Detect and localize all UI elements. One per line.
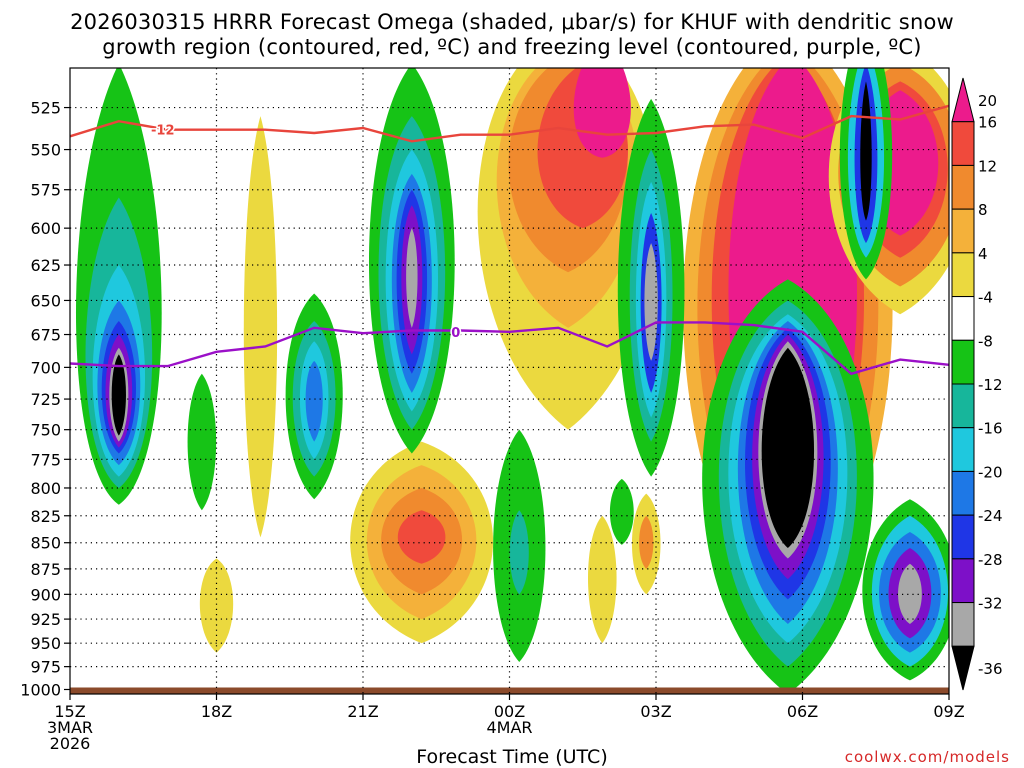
ascent-05z-level-7 [761, 347, 815, 549]
colorbar-segment-2 [951, 164, 975, 210]
colorbar-label--32: -32 [978, 595, 1003, 613]
descent-small-19z-level-0 [199, 558, 234, 653]
descent-small-02z-level-1 [639, 515, 654, 569]
colorbar-segment-1 [951, 121, 975, 166]
ascent-small-02z-level-0 [609, 478, 634, 545]
colorbar-segment-3 [951, 208, 975, 254]
x-axis-title: Forecast Time (UTC) [416, 746, 608, 768]
y-tick-label-900: 900 [30, 585, 61, 604]
y-tick-label-550: 550 [30, 141, 61, 160]
x-tick-sublabel-3MAR: 3MAR [46, 718, 94, 737]
colorbar-segment-4 [951, 252, 975, 298]
ground-strip [70, 687, 949, 694]
y-tick-label-725: 725 [30, 390, 61, 409]
y-tick-label-850: 850 [30, 534, 61, 553]
contour-lines: -12 0 [69, 104, 950, 376]
colorbar-segment-8 [951, 427, 975, 472]
colorbar-label--4: -4 [978, 289, 993, 307]
descent-small-11z-level-0 [587, 515, 617, 644]
x-tick-label-09Z: 09Z [933, 702, 965, 721]
y-tick-label-825: 825 [30, 507, 61, 526]
colorbar-segment-12 [951, 602, 975, 647]
y-tick-label-575: 575 [30, 181, 61, 200]
chart-title-line-1: 2026030315 HRRR Forecast Omega (shaded, … [70, 10, 954, 34]
y-tick-label-975: 975 [30, 658, 61, 677]
colorbar-segment-6 [951, 339, 975, 385]
x-tick-sublabel-2026: 2026 [49, 734, 91, 753]
x-tick-label-00Z: 00Z [493, 702, 526, 721]
ascent-22z-level-6 [406, 228, 418, 328]
freezing-level-contour [69, 321, 950, 376]
descent-thin-18z-level-0 [243, 116, 278, 538]
colorbar-label--20: -20 [978, 463, 1003, 481]
colorbar-segment-11 [951, 558, 975, 604]
colorbar-segment-5 [951, 296, 975, 341]
y-tick-label-625: 625 [30, 256, 61, 275]
y-tick-label-750: 750 [30, 421, 61, 440]
colorbar-label-20: 20 [978, 92, 997, 110]
ascent-15z-level-7 [111, 354, 126, 436]
y-tick-label-1000: 1000 [20, 680, 61, 699]
y-tick-label-775: 775 [30, 450, 61, 469]
ascent-18z-level-0 [187, 373, 217, 511]
x-tick-label-18Z: 18Z [200, 702, 233, 721]
colorbar-label--8: -8 [978, 332, 993, 350]
y-tick-label-700: 700 [30, 358, 61, 377]
colorbar-label--36: -36 [978, 660, 1003, 678]
colorbar-segment-13 [951, 645, 975, 691]
pressure-axis: 525 550 575 600 625 650 675 700 725 750 775 800 825 8… [20, 99, 950, 700]
y-tick-label-675: 675 [30, 326, 61, 345]
ascent-00z-level-1 [509, 510, 529, 595]
y-tick-label-875: 875 [30, 560, 61, 579]
colorbar-segment-10 [951, 514, 975, 560]
x-tick-label-21Z: 21Z [347, 702, 379, 721]
y-tick-label-525: 525 [30, 99, 61, 118]
y-tick-label-800: 800 [30, 479, 61, 498]
colorbar-segment-9 [951, 470, 975, 516]
credit-link[interactable]: coolwx.com/models [844, 748, 1010, 766]
colorbar-label--12: -12 [978, 376, 1003, 394]
descent-low-center-level-3 [397, 510, 446, 564]
chart-title-line-2: growth region (contoured, red, ºC) and f… [102, 35, 922, 59]
y-tick-label-925: 925 [30, 610, 61, 629]
colorbar-label--24: -24 [978, 507, 1003, 525]
colorbar-label-4: 4 [978, 245, 988, 263]
omega-shaded-field [76, 68, 949, 694]
y-tick-label-950: 950 [30, 634, 61, 653]
colorbar-label--16: -16 [978, 420, 1003, 438]
x-tick-label-03Z: 03Z [640, 702, 672, 721]
colorbar-legend: 20 16 12 8 4 -4 -8 -12 -16 -20 -24 -28 -32 -36 [951, 77, 1003, 691]
colorbar-label--28: -28 [978, 551, 1003, 569]
colorbar-segment-7 [951, 383, 975, 429]
dgz-contour-label: -12 [151, 124, 175, 139]
colorbar-label-8: 8 [978, 201, 988, 219]
ascent-03z-level-4 [644, 243, 658, 361]
dgz-minus12-contour [69, 104, 950, 143]
colorbar-segment-0 [951, 77, 975, 123]
x-tick-sublabel-4MAR: 4MAR [486, 718, 533, 737]
ground-surface [70, 687, 949, 694]
y-tick-label-650: 650 [30, 291, 61, 310]
ascent-20z-level-3 [305, 360, 323, 442]
descent-upper-center-level-4 [573, 68, 631, 158]
colorbar-label-12: 12 [978, 157, 997, 175]
grid-lines [70, 68, 949, 694]
freezing-contour-label: 0 [451, 326, 460, 341]
colorbar-label-16: 16 [978, 114, 997, 132]
y-tick-label-600: 600 [30, 219, 61, 238]
x-tick-label-15Z: 15Z [54, 702, 86, 721]
x-tick-label-06Z: 06Z [786, 702, 819, 721]
ascent-08z-level-4 [898, 563, 922, 624]
